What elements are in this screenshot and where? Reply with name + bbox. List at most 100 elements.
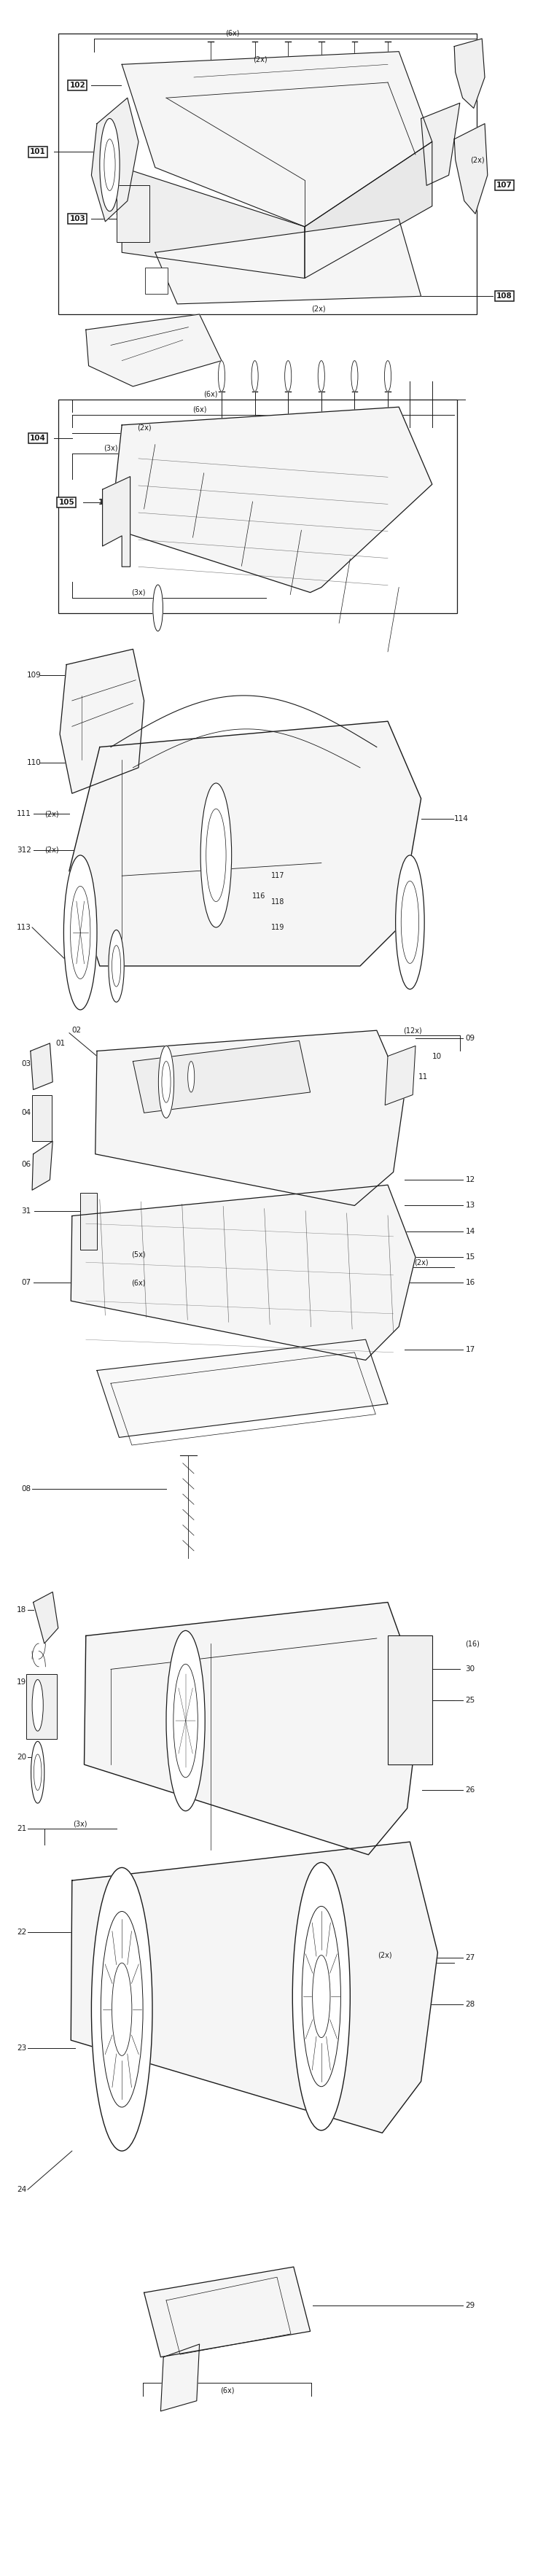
Bar — [58, 399, 457, 613]
Text: (6x): (6x) — [220, 2388, 234, 2393]
Polygon shape — [97, 1340, 388, 1437]
Circle shape — [302, 1906, 341, 2087]
Text: 107: 107 — [496, 183, 512, 188]
Text: 109: 109 — [27, 672, 41, 677]
Circle shape — [104, 139, 115, 191]
Polygon shape — [33, 1592, 58, 1643]
Bar — [388, 1636, 432, 1765]
Text: 108: 108 — [496, 294, 512, 299]
Text: 12: 12 — [465, 1177, 475, 1182]
Text: 110: 110 — [27, 760, 41, 765]
Text: (6x): (6x) — [225, 31, 240, 36]
Text: 113: 113 — [17, 925, 31, 930]
Text: 06: 06 — [21, 1162, 30, 1167]
Circle shape — [384, 361, 391, 392]
Circle shape — [188, 1061, 194, 1092]
Bar — [145, 268, 167, 294]
Text: 106: 106 — [99, 500, 114, 505]
Text: 117: 117 — [271, 873, 285, 878]
Circle shape — [312, 1955, 330, 2038]
Circle shape — [201, 783, 232, 927]
Text: 08: 08 — [21, 1486, 30, 1492]
Polygon shape — [144, 2267, 310, 2357]
Text: 10: 10 — [432, 1054, 442, 1059]
Circle shape — [70, 886, 90, 979]
Text: (2x): (2x) — [414, 1260, 428, 1265]
Text: 111: 111 — [17, 811, 31, 817]
Text: 25: 25 — [465, 1698, 475, 1703]
Text: 13: 13 — [465, 1203, 475, 1208]
Polygon shape — [84, 1602, 421, 1855]
Text: 11: 11 — [418, 1074, 428, 1079]
Polygon shape — [155, 219, 421, 304]
Text: 15: 15 — [465, 1255, 475, 1260]
Polygon shape — [95, 1030, 404, 1206]
Text: (3x): (3x) — [131, 590, 146, 595]
Circle shape — [153, 585, 163, 631]
Polygon shape — [122, 167, 305, 278]
Circle shape — [206, 809, 226, 902]
Text: 103: 103 — [70, 216, 85, 222]
Text: 20: 20 — [17, 1754, 26, 1759]
Polygon shape — [133, 1041, 310, 1113]
Polygon shape — [60, 649, 144, 793]
Text: 03: 03 — [21, 1061, 30, 1066]
Circle shape — [112, 945, 121, 987]
Polygon shape — [454, 124, 488, 214]
Text: 101: 101 — [30, 149, 45, 155]
Text: (12x): (12x) — [403, 1028, 422, 1033]
Text: 29: 29 — [465, 2303, 475, 2308]
Text: (5x): (5x) — [396, 1692, 411, 1698]
Text: (3x): (3x) — [73, 1821, 88, 1826]
Circle shape — [173, 1664, 198, 1777]
Polygon shape — [71, 1842, 438, 2133]
Polygon shape — [91, 98, 138, 222]
Circle shape — [252, 361, 258, 392]
Text: 17: 17 — [465, 1347, 475, 1352]
Text: 01: 01 — [55, 1041, 65, 1046]
Text: 21: 21 — [17, 1826, 26, 1832]
Circle shape — [218, 361, 225, 392]
Circle shape — [31, 1741, 44, 1803]
Text: 27: 27 — [465, 1955, 475, 1960]
Text: -(2x)-: -(2x)- — [116, 211, 134, 216]
Text: (2x): (2x) — [470, 157, 485, 162]
Circle shape — [318, 361, 325, 392]
Text: (2x): (2x) — [44, 848, 59, 853]
Text: (6x): (6x) — [203, 392, 218, 397]
Text: 105: 105 — [59, 500, 74, 505]
Text: 26: 26 — [465, 1788, 475, 1793]
Circle shape — [162, 1061, 171, 1103]
Text: 04: 04 — [21, 1110, 30, 1115]
Text: (2x): (2x) — [311, 307, 326, 312]
Text: 118: 118 — [271, 899, 285, 904]
Text: 119: 119 — [271, 925, 285, 930]
Circle shape — [32, 1680, 43, 1731]
Circle shape — [101, 1911, 143, 2107]
Circle shape — [285, 361, 291, 392]
Circle shape — [91, 1868, 152, 2151]
Circle shape — [34, 1754, 42, 1790]
Text: (2x): (2x) — [253, 57, 268, 62]
Polygon shape — [102, 477, 130, 567]
Text: (2x): (2x) — [44, 811, 59, 817]
Circle shape — [396, 855, 424, 989]
Text: 09: 09 — [465, 1036, 475, 1041]
Text: 28: 28 — [465, 2002, 475, 2007]
Circle shape — [158, 1046, 174, 1118]
Text: 23: 23 — [17, 2045, 26, 2050]
Text: 31: 31 — [21, 1208, 30, 1213]
Circle shape — [112, 1963, 132, 2056]
Polygon shape — [111, 407, 432, 592]
Text: 19: 19 — [17, 1680, 26, 1685]
Text: 18: 18 — [17, 1607, 26, 1613]
Text: 104: 104 — [30, 435, 45, 440]
Text: (5x): (5x) — [131, 1252, 146, 1257]
Text: 02: 02 — [72, 1028, 81, 1033]
Text: (2x): (2x) — [137, 425, 151, 430]
Circle shape — [401, 881, 419, 963]
Text: (3x): (3x) — [104, 446, 118, 451]
Circle shape — [293, 1862, 350, 2130]
Text: (6x): (6x) — [131, 1280, 146, 1285]
Circle shape — [166, 1631, 205, 1811]
